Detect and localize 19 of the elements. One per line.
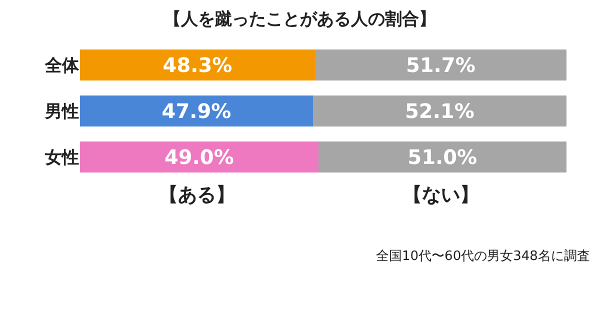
chart-title: 【人を蹴ったことがある人の割合】 <box>164 9 436 30</box>
data-label: 52.1% <box>405 99 474 123</box>
y-tick-label: 男性 <box>44 102 79 122</box>
data-label: 51.7% <box>406 53 476 77</box>
data-label: 48.3% <box>162 53 232 77</box>
data-label: 49.0% <box>164 145 234 169</box>
bar <box>80 95 313 127</box>
bar <box>318 141 566 173</box>
bar <box>80 141 318 173</box>
bar <box>80 49 315 81</box>
bar <box>312 95 566 127</box>
data-label: 47.9% <box>162 99 232 123</box>
y-tick-label: 女性 <box>44 148 79 168</box>
series-label: 【ない】 <box>403 184 479 206</box>
data-label: 51.0% <box>408 145 478 169</box>
text: 全国10代〜60代の男女348名に調査 <box>376 249 590 264</box>
y-tick-label: 全体 <box>44 56 80 76</box>
bar <box>314 49 566 81</box>
series-label: 【ある】 <box>159 184 235 206</box>
